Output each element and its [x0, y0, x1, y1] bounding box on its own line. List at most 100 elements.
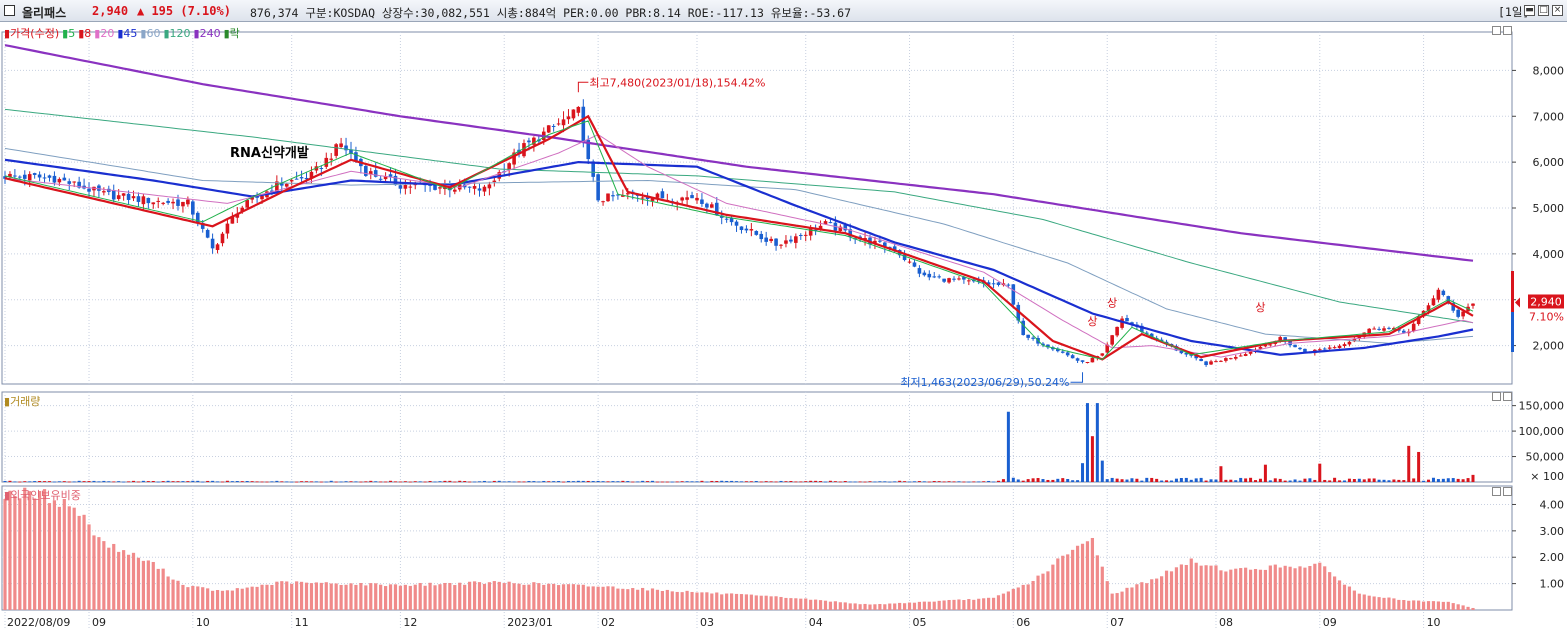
foreign-bar: [201, 587, 205, 610]
volume-bar: [893, 481, 897, 483]
candle-body: [141, 196, 146, 205]
select-checkbox[interactable]: [4, 5, 15, 16]
candle-body: [1159, 339, 1164, 341]
foreign-bar: [1451, 603, 1455, 610]
volume-bar: [680, 481, 684, 482]
volume-bar: [319, 481, 323, 483]
volume-minimize-icon[interactable]: [1492, 392, 1501, 401]
foreign-bar: [715, 592, 719, 610]
period-selector[interactable]: [1일]: [1498, 5, 1530, 19]
volume-bar: [1006, 411, 1010, 482]
volume-close-icon[interactable]: [1503, 392, 1512, 401]
candle-body: [230, 216, 235, 224]
volume-chart[interactable]: 150,000 100,000 50,000 × 100: [0, 388, 1567, 484]
candle-body: [1283, 337, 1287, 342]
volume-bar: [868, 481, 872, 483]
volume-bar: [828, 480, 832, 482]
candle-body: [551, 125, 556, 127]
foreign-bar: [1100, 566, 1104, 610]
foreign-bar: [1189, 558, 1193, 610]
foreign-bar: [1288, 566, 1292, 610]
candle-body: [1367, 328, 1372, 334]
volume-bar: [888, 481, 892, 483]
candle-body: [1026, 334, 1030, 338]
candle-body: [1431, 298, 1436, 306]
foreign-bar: [1387, 597, 1391, 610]
candle-body: [818, 225, 823, 230]
candle-body: [1011, 284, 1016, 305]
volume-bar: [1333, 477, 1337, 482]
candle-body: [883, 242, 887, 248]
x-axis-label: 09: [1323, 616, 1337, 629]
foreign-bar: [482, 583, 487, 610]
foreign-bar: [393, 584, 398, 610]
foreign-bar: [764, 595, 768, 610]
foreign-bar: [680, 592, 684, 610]
volume-bar: [858, 481, 862, 483]
foreign-minimize-icon[interactable]: [1492, 487, 1501, 496]
volume-bar: [898, 480, 902, 482]
candle-body: [151, 202, 156, 205]
volume-bar: [1352, 479, 1356, 482]
foreign-bar: [1377, 597, 1381, 610]
volume-bar: [1441, 478, 1445, 482]
volume-bar: [814, 480, 818, 482]
foreign-bar: [186, 587, 190, 610]
volume-bar: [181, 481, 185, 482]
volume-bar: [967, 481, 971, 483]
volume-bar: [922, 481, 926, 483]
foreign-bar: [1283, 565, 1287, 610]
volume-bar: [547, 481, 551, 483]
legend-label: 20: [100, 27, 115, 40]
volume-bar: [952, 481, 956, 483]
panel-close-icon[interactable]: [1503, 26, 1512, 35]
foreign-bar: [1446, 601, 1450, 610]
limit-up-mark: 상: [1255, 301, 1265, 314]
price-panel: 8,0007,0006,0005,0004,0003,0002,000최고7,4…: [0, 22, 1567, 388]
foreign-bar: [932, 601, 936, 610]
restore-icon[interactable]: □: [1538, 5, 1549, 16]
candle-body: [438, 187, 442, 189]
candle-body: [892, 246, 897, 252]
volume-bar: [324, 481, 328, 483]
minimize-icon[interactable]: ▬: [1524, 5, 1535, 16]
volume-bar: [641, 480, 645, 482]
volume-bar: [1125, 479, 1129, 482]
foreign-bar: [1402, 600, 1406, 610]
candle-body: [1238, 355, 1243, 357]
ma-line-20: [4, 134, 1474, 358]
event-annotation: RNA신약개발: [230, 145, 309, 161]
price-chart[interactable]: 8,0007,0006,0005,0004,0003,0002,000최고7,4…: [0, 22, 1567, 388]
foreign-bar: [814, 599, 818, 610]
foreign-bar: [250, 586, 254, 610]
foreign-close-icon[interactable]: [1503, 487, 1512, 496]
legend-item: ▮20: [94, 27, 115, 40]
candle-body: [621, 195, 625, 197]
candle-body: [1184, 352, 1189, 355]
foreign-bar: [1412, 600, 1416, 610]
candle-body: [383, 176, 388, 180]
x-axis-label: 09: [92, 616, 106, 629]
volume-bar: [77, 480, 81, 482]
close-icon[interactable]: ×: [1552, 5, 1563, 16]
volume-bar: [819, 481, 823, 482]
candle-body: [3, 176, 7, 179]
candle-body: [1056, 348, 1060, 352]
foreign-bar: [408, 585, 412, 610]
volume-bar: [374, 481, 378, 483]
volume-bar: [1095, 403, 1099, 482]
x-axis-label: 08: [1219, 616, 1233, 629]
foreign-bar: [448, 582, 452, 610]
foreign-bar: [1229, 569, 1233, 610]
volume-bar: [591, 481, 595, 482]
volume-bar: [576, 480, 580, 482]
foreign-bar: [97, 537, 101, 610]
foreign-bar: [571, 584, 576, 610]
candle-body: [1268, 344, 1273, 346]
panel-minimize-icon[interactable]: [1492, 26, 1501, 35]
foreign-ownership-chart[interactable]: 4.00 3.00 2.00 1.00 2022/08/09 09 10 11 12 2023/0…: [0, 484, 1567, 630]
current-price-tag: 2,940: [1530, 295, 1562, 308]
foreign-bar: [942, 600, 946, 610]
foreign-bar: [1011, 588, 1015, 610]
volume-bar: [690, 481, 694, 483]
